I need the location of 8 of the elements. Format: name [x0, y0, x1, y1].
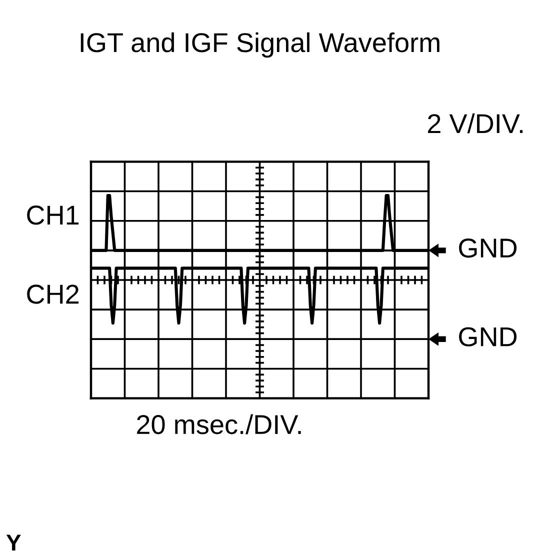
chart-title: IGT and IGF Signal Waveform: [80, 32, 440, 58]
x-axis-title: 20 msec./DIV.: [137, 414, 301, 434]
series-label: CH1: [27, 206, 79, 225]
series-label: CH2: [27, 284, 79, 304]
ref-line-label: GND: [459, 327, 517, 346]
y-axis-title: 2 V/DIV.: [428, 113, 523, 134]
text: Y: [6, 534, 21, 551]
ref-line-label: GND: [459, 238, 517, 258]
